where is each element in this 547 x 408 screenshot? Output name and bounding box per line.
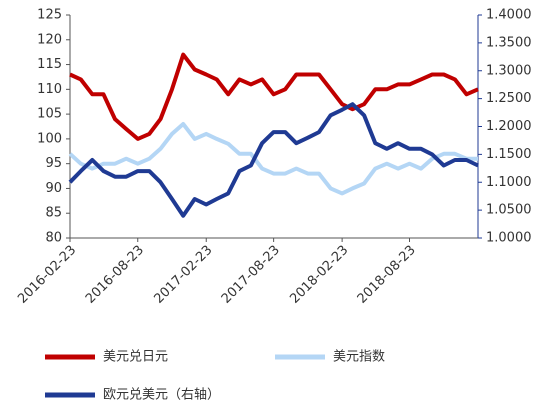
series-line <box>69 52 479 141</box>
legend-label: 美元指数 <box>333 350 385 365</box>
legend-label: 欧元兑美元（右轴） <box>103 388 220 403</box>
y-tick-label: 120 <box>37 32 62 47</box>
y2-tick-label: 1.4000 <box>486 8 532 23</box>
y-tick-label: 90 <box>45 181 62 196</box>
y2-tick-label: 1.0000 <box>486 231 532 246</box>
y-tick-label: 80 <box>45 231 62 246</box>
y-tick-label: 85 <box>45 206 62 221</box>
x-tick-label: 2016-02-23 <box>15 243 79 307</box>
y-tick-label: 105 <box>37 107 62 122</box>
y-tick-label: 100 <box>37 131 62 146</box>
legend-label: 美元兑日元 <box>103 350 168 365</box>
x-tick-label: 2018-08-23 <box>355 243 419 307</box>
y2-tick-label: 1.2000 <box>486 119 532 134</box>
y-tick-label: 110 <box>37 82 62 97</box>
y2-tick-label: 1.1500 <box>486 147 532 162</box>
y2-tick-label: 1.3000 <box>486 63 532 78</box>
series-line <box>68 102 479 218</box>
y-tick-label: 115 <box>37 57 62 72</box>
x-tick-label: 2017-08-23 <box>219 243 283 307</box>
y2-tick-label: 1.3500 <box>486 35 532 50</box>
series-line <box>68 122 478 196</box>
y-tick-label: 125 <box>37 8 62 23</box>
y2-tick-label: 1.2500 <box>486 91 532 106</box>
y2-tick-label: 1.0500 <box>486 203 532 218</box>
y2-tick-label: 1.1000 <box>486 175 532 190</box>
x-tick-label: 2018-02-23 <box>287 243 351 307</box>
x-tick-label: 2017-02-23 <box>152 243 216 307</box>
y-tick-label: 95 <box>45 156 62 171</box>
x-tick-label: 2016-08-23 <box>83 243 147 307</box>
